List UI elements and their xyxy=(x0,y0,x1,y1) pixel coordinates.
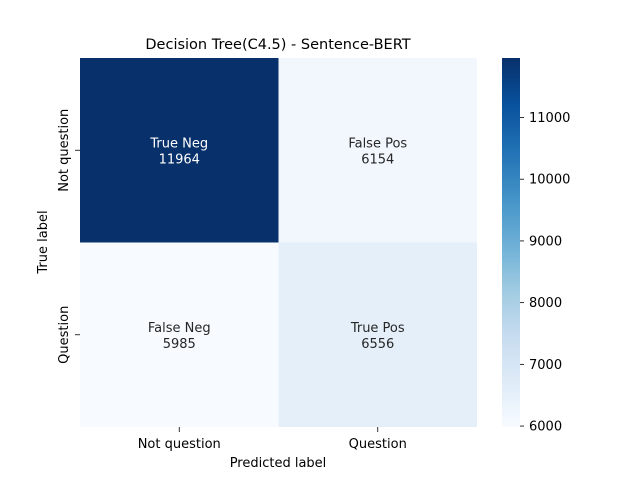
chart-title: Decision Tree(C4.5) - Sentence-BERT xyxy=(145,37,410,53)
colorbar-tick-label: 7000 xyxy=(529,358,562,373)
x-axis-ticks: Not question Question xyxy=(138,427,407,452)
colorbar-tick-label: 6000 xyxy=(529,420,562,435)
cell-category-label: False Pos xyxy=(348,136,407,151)
cell-category-label: True Neg xyxy=(149,136,208,151)
colorbar-tick-label: 8000 xyxy=(529,296,562,311)
x-tick-label: Question xyxy=(349,437,407,452)
y-tick-label: Question xyxy=(57,306,72,364)
cell-category-label: False Neg xyxy=(148,321,211,336)
heatmap-cell xyxy=(278,58,477,243)
colorbar-tick-label: 10000 xyxy=(529,173,570,188)
heatmap-cells xyxy=(80,58,477,427)
x-axis-label: Predicted label xyxy=(230,456,327,471)
heatmap-cell xyxy=(80,58,279,243)
cell-category-label: True Pos xyxy=(350,321,405,336)
cell-value-label: 5985 xyxy=(163,337,196,352)
y-axis-label: True label xyxy=(36,210,51,274)
x-tick-label: Not question xyxy=(138,437,221,452)
colorbar-tick-label: 9000 xyxy=(529,234,562,249)
heatmap-cell xyxy=(278,242,477,427)
cell-value-label: 6154 xyxy=(361,152,394,167)
colorbar-ticks: 6000 7000 8000 9000 10000 11000 xyxy=(520,111,570,435)
cell-value-label: 11964 xyxy=(159,152,200,167)
heatmap-cell xyxy=(80,242,279,427)
colorbar-tick-label: 11000 xyxy=(529,111,570,126)
y-axis-ticks: Not question Question xyxy=(57,109,80,364)
cell-value-label: 6556 xyxy=(361,337,394,352)
colorbar xyxy=(502,58,520,427)
y-tick-label: Not question xyxy=(57,109,72,192)
